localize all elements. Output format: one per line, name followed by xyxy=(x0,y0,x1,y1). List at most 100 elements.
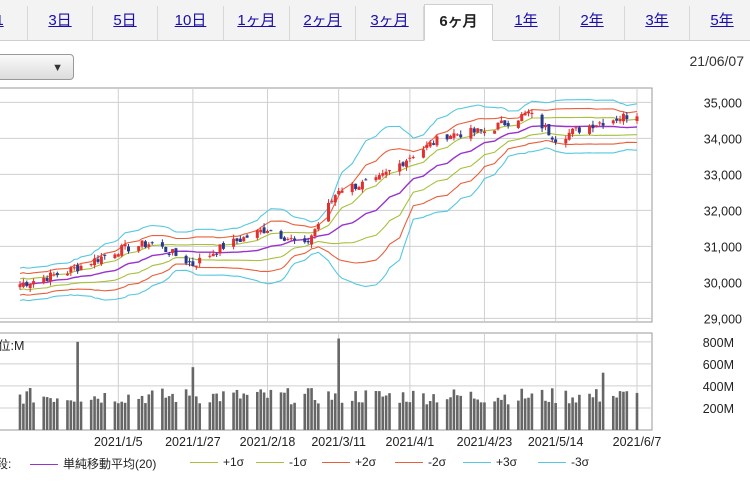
volume-bar xyxy=(188,395,191,430)
candle xyxy=(171,249,175,253)
volume-bar xyxy=(140,395,144,430)
legend-item: +3σ xyxy=(463,455,517,469)
legend-item: -1σ xyxy=(256,455,307,469)
candle xyxy=(245,235,249,238)
volume-bar xyxy=(103,393,107,430)
candle xyxy=(445,134,449,140)
volume-bar xyxy=(256,391,259,430)
volume-bar xyxy=(530,393,534,430)
tab-6[interactable]: 3ヶ月 xyxy=(356,6,424,40)
legend-item: -3σ xyxy=(538,455,589,469)
candle xyxy=(598,122,602,124)
candle xyxy=(330,200,334,203)
tab-8[interactable]: 1年 xyxy=(493,6,560,40)
tab-2[interactable]: 5日 xyxy=(93,6,158,40)
candle xyxy=(594,125,598,127)
tab-4[interactable]: 1ヶ月 xyxy=(224,6,290,40)
candle xyxy=(404,160,408,167)
volume-bar xyxy=(144,403,147,430)
candle xyxy=(449,135,453,140)
candle xyxy=(238,238,242,242)
candle xyxy=(143,241,147,248)
y-tick-label: 30,000 xyxy=(704,276,742,290)
candle xyxy=(455,134,459,136)
tab-3[interactable]: 10日 xyxy=(158,6,224,40)
volume-bar xyxy=(147,394,151,430)
candle xyxy=(76,265,80,272)
volume-bar xyxy=(598,401,602,430)
candle xyxy=(452,133,456,138)
volume-bar xyxy=(150,390,154,430)
volume-bar xyxy=(479,402,483,430)
candle xyxy=(591,124,595,129)
volume-bar xyxy=(622,391,625,430)
x-tick-label: 2021/2/18 xyxy=(240,435,296,449)
volume-bar xyxy=(66,400,69,430)
volume-bar xyxy=(286,388,290,430)
legend-swatch xyxy=(395,462,423,464)
legend-label: +1σ xyxy=(223,455,245,469)
x-tick-label: 2021/3/11 xyxy=(311,435,366,449)
volume-bar xyxy=(293,402,296,430)
volume-bar xyxy=(578,394,581,430)
candle xyxy=(547,124,551,136)
tab-11[interactable]: 5年 xyxy=(690,6,750,40)
volume-bar xyxy=(378,391,381,430)
legend-item: -2σ xyxy=(395,455,446,469)
volume-bar xyxy=(625,391,629,430)
volume-bar xyxy=(601,372,605,430)
candle xyxy=(96,259,100,262)
volume-bar xyxy=(327,391,330,430)
candle xyxy=(523,112,527,116)
volume-bar xyxy=(595,389,598,430)
candle xyxy=(42,277,46,284)
candle xyxy=(147,244,151,247)
candle xyxy=(184,255,188,264)
volume-bar xyxy=(456,395,459,430)
candle xyxy=(72,267,76,269)
sma20-line xyxy=(19,124,638,286)
volume-tick-label: 600M xyxy=(703,358,734,372)
volume-bar xyxy=(283,392,286,430)
volume-bar xyxy=(567,403,571,430)
tab-10[interactable]: 3年 xyxy=(625,6,690,40)
indicator-dropdown[interactable]: ▼ xyxy=(0,54,74,80)
candle xyxy=(21,282,25,287)
candle xyxy=(167,253,171,255)
candle xyxy=(432,143,436,145)
volume-bar xyxy=(574,402,578,430)
candle xyxy=(543,125,547,128)
volume-unit-label: 位:M xyxy=(0,338,24,353)
candle xyxy=(49,272,53,282)
candle xyxy=(208,255,212,257)
candle xyxy=(408,157,412,159)
candle xyxy=(93,258,97,266)
tab-9[interactable]: 2年 xyxy=(560,6,625,40)
candle xyxy=(635,116,639,121)
volume-bar xyxy=(161,388,164,430)
volume-bar xyxy=(45,397,49,430)
candle xyxy=(625,115,629,120)
candle xyxy=(364,179,368,181)
volume-bar xyxy=(381,396,385,430)
tab-0[interactable]: 1 xyxy=(0,6,28,40)
volume-bar xyxy=(218,401,222,430)
legend-label: -1σ xyxy=(289,455,308,469)
x-tick-label: 2021/1/5 xyxy=(94,435,143,449)
volume-bar xyxy=(618,391,622,430)
candle xyxy=(262,227,266,234)
volume-bar xyxy=(306,388,310,430)
candle xyxy=(286,239,290,241)
volume-bar xyxy=(55,398,59,430)
volume-bar xyxy=(222,391,225,430)
volume-bar xyxy=(432,394,435,430)
volume-bar xyxy=(184,389,188,430)
tab-1[interactable]: 3日 xyxy=(28,6,93,40)
tab-5[interactable]: 2ヶ月 xyxy=(290,6,356,40)
candle xyxy=(69,267,73,273)
tab-7[interactable]: 6ヶ月 xyxy=(424,4,493,41)
volume-bar xyxy=(72,401,76,430)
candle xyxy=(333,195,337,203)
volume-bar xyxy=(540,389,544,430)
volume-bar xyxy=(354,391,357,430)
